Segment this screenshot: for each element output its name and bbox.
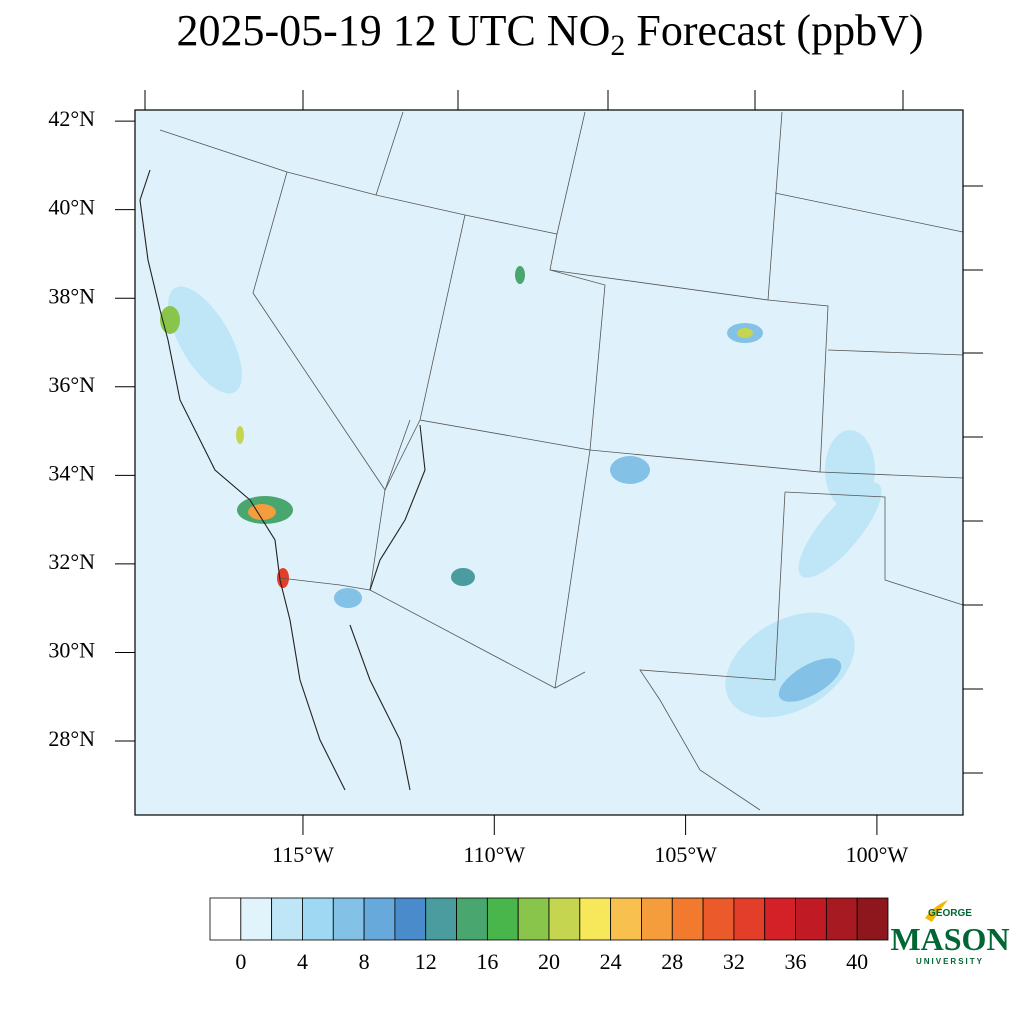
colorbar-box <box>764 897 796 941</box>
x-tick-label: 105°W <box>654 842 717 867</box>
state-borders <box>139 111 964 811</box>
colorbar-label: 40 <box>846 949 868 974</box>
colorbar-label: 24 <box>600 949 622 974</box>
frame-ticks <box>144 90 983 774</box>
colorbar-box <box>733 897 766 941</box>
colorbar-box <box>825 897 858 941</box>
y-tick-label: 32°N <box>48 549 95 574</box>
colorbar-label: 36 <box>785 949 807 974</box>
colorbar-label: 12 <box>415 949 437 974</box>
colorbar-label: 4 <box>297 949 308 974</box>
y-tick-label: 40°N <box>48 195 95 220</box>
logo: GEORGE MASON UNIVERSITY <box>890 900 1010 966</box>
y-tick-label: 42°N <box>48 106 95 131</box>
pollution-field <box>160 266 882 718</box>
colorbar-box <box>579 897 612 941</box>
colorbar-box <box>517 897 550 941</box>
y-tick-label: 34°N <box>48 460 95 485</box>
colorbar-box <box>456 897 488 941</box>
colorbar-box <box>856 897 889 941</box>
map-background <box>135 110 963 815</box>
y-tick-label: 30°N <box>48 638 95 663</box>
title-rest: Forecast (ppbV) <box>625 6 923 55</box>
x-tick-label: 110°W <box>463 842 525 867</box>
colorbar-box <box>302 897 334 941</box>
y-tick-label: 38°N <box>48 283 95 308</box>
colorbar-box <box>363 897 396 941</box>
colorbar-box <box>486 897 519 941</box>
title-subscript: 2 <box>610 29 625 62</box>
colorbar-label: 16 <box>476 949 498 974</box>
colorbar-box <box>702 897 735 941</box>
colorbar-box <box>548 897 581 941</box>
y-tick-label: 28°N <box>48 726 95 751</box>
colorbar-box <box>671 897 704 941</box>
colorbar-label: 0 <box>235 949 246 974</box>
colorbar-label: 32 <box>723 949 745 974</box>
colorbar-box <box>209 897 242 941</box>
colorbar-box <box>394 897 427 941</box>
x-tick-label: 115°W <box>272 842 334 867</box>
x-tick-label: 100°W <box>846 842 909 867</box>
colorbar-box <box>240 897 273 941</box>
title: 2025-05-19 12 UTC NO2 Forecast (ppbV) <box>177 6 924 62</box>
colorbar-box <box>641 897 673 941</box>
colorbar-box <box>271 897 303 941</box>
logo-name: MASON <box>890 921 1009 957</box>
colorbar-label: 20 <box>538 949 560 974</box>
map-frame <box>134 109 964 816</box>
colorbar-box <box>610 897 642 941</box>
y-tick-label: 36°N <box>48 372 95 397</box>
colorbar-box <box>795 897 827 941</box>
logo-bottom: UNIVERSITY <box>916 957 984 966</box>
logo-top: GEORGE <box>928 908 972 919</box>
colorbar-box <box>425 897 457 941</box>
colorbar-box <box>332 897 365 941</box>
colorbar-label: 28 <box>661 949 683 974</box>
title-main: 2025-05-19 12 UTC NO <box>177 6 611 55</box>
colorbar-label: 8 <box>359 949 370 974</box>
